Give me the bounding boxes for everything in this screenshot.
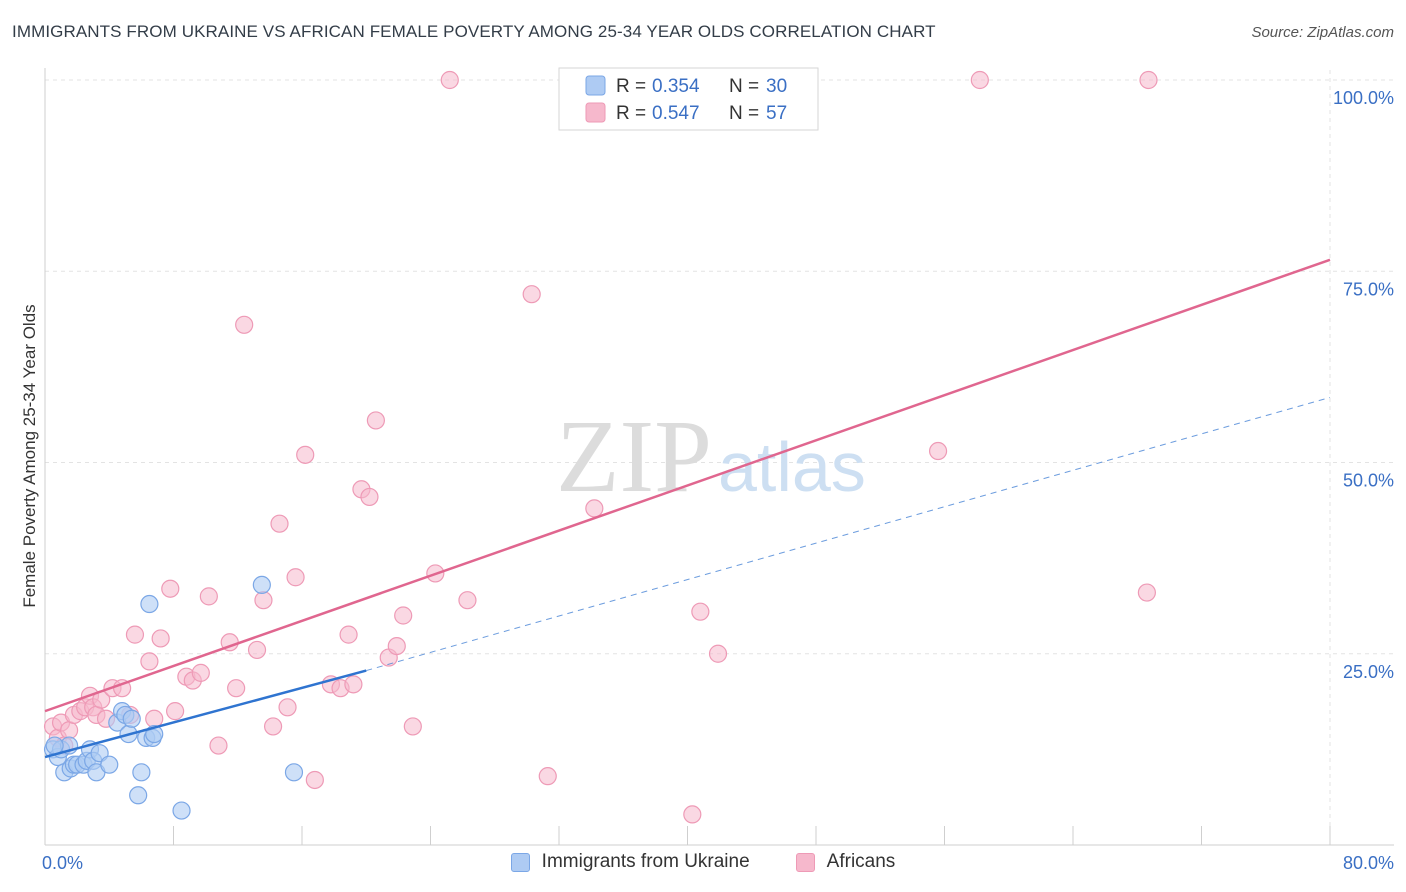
y-tick-label: 25.0% — [1343, 662, 1394, 682]
point-africans — [305, 770, 324, 790]
point-africans — [151, 629, 170, 648]
point-africans — [344, 675, 363, 694]
legend-label-ukraine: Immigrants from Ukraine — [541, 851, 750, 872]
point-africans — [296, 445, 315, 464]
legend-n-value-ukraine: 30 — [766, 76, 787, 97]
series-ukraine — [43, 575, 304, 820]
point-ukraine — [284, 763, 304, 782]
point-ukraine — [100, 755, 119, 774]
legend-n-value-africans: 57 — [766, 103, 787, 124]
y-tick-label: 75.0% — [1343, 279, 1394, 299]
trend-line-ukraine — [44, 669, 367, 759]
y-axis-label: Female Poverty Among 25-34 Year Olds — [20, 304, 39, 607]
point-africans — [360, 487, 379, 507]
series-africans — [43, 70, 1158, 824]
point-ukraine — [252, 575, 271, 595]
point-africans — [286, 568, 305, 587]
point-africans — [538, 767, 557, 786]
point-ukraine — [172, 801, 191, 820]
point-ukraine — [122, 709, 141, 728]
point-africans — [254, 591, 273, 610]
point-africans — [394, 606, 413, 625]
point-africans — [1137, 583, 1156, 602]
legend-n-label-ukraine: N = — [729, 76, 759, 97]
point-africans — [278, 698, 297, 717]
source-label: Source: ZipAtlas.com — [1251, 24, 1394, 41]
point-africans — [708, 644, 728, 663]
point-africans — [227, 679, 246, 698]
legend-bottom-swatch-ukraine — [510, 852, 530, 872]
point-africans — [1139, 70, 1158, 90]
point-ukraine — [129, 786, 148, 805]
point-africans — [263, 717, 283, 736]
trend-line-africans — [44, 258, 1331, 713]
legend-swatch-africans — [585, 102, 606, 123]
legend-top: R = 0.354 N = 30 R = 0.547 N = 57 — [558, 67, 819, 131]
point-africans — [683, 805, 702, 824]
point-africans — [403, 717, 422, 736]
point-africans — [970, 70, 989, 90]
point-africans — [161, 579, 180, 598]
point-africans — [339, 625, 358, 644]
legend-r-label-ukraine: R = — [616, 76, 646, 97]
point-ukraine — [45, 736, 64, 755]
trend-line-ukraine-extension — [366, 396, 1331, 672]
point-ukraine — [140, 594, 159, 614]
point-africans — [387, 636, 406, 656]
legend-r-value-africans: 0.547 — [652, 103, 700, 124]
point-africans — [522, 285, 541, 304]
point-africans — [585, 499, 604, 518]
point-africans — [458, 591, 477, 610]
legend-bottom-swatch-africans — [795, 852, 815, 872]
point-africans — [366, 411, 385, 430]
point-africans — [928, 441, 948, 461]
legend-n-label-africans: N = — [729, 103, 759, 124]
point-africans — [59, 721, 79, 740]
point-africans — [145, 709, 164, 728]
legend-bottom: Immigrants from Ukraine Africans — [0, 851, 1406, 873]
point-africans — [191, 663, 210, 682]
y-tick-label: 50.0% — [1343, 471, 1394, 491]
watermark-zip: ZIP — [556, 399, 712, 514]
y-tick-labels: 25.0% 50.0% 75.0% 100.0% — [1333, 88, 1394, 682]
point-africans — [691, 602, 710, 621]
axes — [44, 68, 1394, 846]
point-africans — [235, 315, 254, 334]
x-tick-label-max: 80.0% — [1343, 853, 1394, 873]
point-africans — [270, 514, 289, 533]
point-africans — [140, 652, 159, 671]
point-africans — [166, 702, 185, 721]
legend-item-ukraine: Immigrants from Ukraine — [510, 851, 750, 873]
legend-swatch-ukraine — [585, 75, 606, 96]
trend-lines — [44, 258, 1331, 759]
point-ukraine — [132, 763, 151, 782]
point-africans — [247, 640, 267, 660]
legend-item-africans: Africans — [795, 851, 896, 873]
point-africans — [209, 736, 228, 755]
point-africans — [199, 587, 218, 606]
y-tick-label: 100.0% — [1333, 88, 1394, 108]
point-africans — [125, 625, 145, 644]
legend-label-africans: Africans — [826, 851, 896, 872]
x-tick-label-min: 0.0% — [42, 853, 83, 873]
legend-r-value-ukraine: 0.354 — [652, 76, 700, 97]
point-africans — [440, 70, 459, 90]
chart-title: IMMIGRANTS FROM UKRAINE VS AFRICAN FEMAL… — [12, 22, 936, 41]
legend-r-label-africans: R = — [616, 103, 646, 124]
